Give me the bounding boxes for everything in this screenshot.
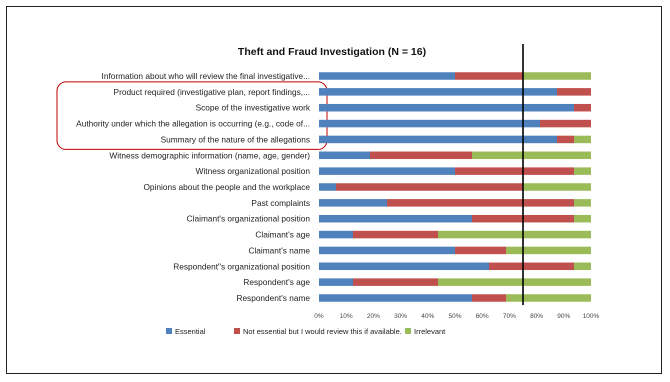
bar-segment-irrelevant bbox=[438, 230, 591, 239]
bar-segment-irrelevant bbox=[574, 199, 591, 207]
bar-segment-not-essential bbox=[557, 88, 591, 96]
category-label: Witness demographic information (name, a… bbox=[109, 150, 310, 160]
bar-segment-not-essential bbox=[557, 135, 574, 144]
x-tick-label: 70% bbox=[503, 313, 516, 320]
bar-segment-essential bbox=[319, 119, 540, 128]
legend-swatch bbox=[405, 328, 411, 334]
legend-label: Essential bbox=[175, 327, 206, 336]
category-label: Authority under which the allegation is … bbox=[76, 119, 310, 129]
bar-segment-not-essential bbox=[336, 183, 523, 191]
category-label: Respondent's age bbox=[243, 277, 310, 287]
bar-segment-irrelevant bbox=[574, 135, 591, 144]
bar-segment-essential bbox=[319, 72, 455, 80]
bar-segment-not-essential bbox=[489, 262, 574, 271]
bar-segment-essential bbox=[319, 278, 353, 286]
bar-segment-essential bbox=[319, 246, 455, 255]
bar-segment-not-essential bbox=[574, 103, 591, 112]
legend-swatch bbox=[166, 328, 172, 334]
bar-segment-irrelevant bbox=[523, 72, 591, 80]
category-label: Witness organizational position bbox=[196, 166, 311, 176]
bar-segment-essential bbox=[319, 151, 370, 160]
bar-segment-irrelevant bbox=[574, 167, 591, 175]
x-tick-label: 40% bbox=[421, 313, 434, 320]
category-label: Claimant's organizational position bbox=[187, 214, 311, 224]
x-tick-label: 50% bbox=[448, 313, 461, 320]
bar-segment-not-essential bbox=[353, 278, 438, 286]
category-label: Past complaints bbox=[251, 198, 310, 208]
x-tick-label: 0% bbox=[314, 313, 324, 320]
chart-title: Theft and Fraud Investigation (N = 16) bbox=[238, 46, 426, 58]
category-label: Information about who will review the fi… bbox=[102, 71, 310, 81]
x-tick-label: 90% bbox=[557, 313, 570, 320]
x-tick-label: 80% bbox=[530, 313, 543, 320]
bar-segment-not-essential bbox=[353, 230, 438, 239]
category-label: Claimant's age bbox=[255, 230, 310, 240]
bar-segment-essential bbox=[319, 167, 455, 175]
category-label: Opinions about the people and the workpl… bbox=[143, 182, 310, 192]
category-label: Scope of the investigative work bbox=[196, 103, 311, 113]
x-tick-label: 10% bbox=[340, 313, 353, 320]
category-label: Claimant's name bbox=[248, 245, 310, 255]
legend-label: Not essential but I would review this if… bbox=[243, 327, 402, 336]
x-tick-label: 60% bbox=[476, 313, 489, 320]
bar-segment-essential bbox=[319, 88, 557, 96]
x-tick-label: 30% bbox=[394, 313, 407, 320]
bar-segment-not-essential bbox=[472, 294, 506, 302]
bar-segment-not-essential bbox=[455, 167, 574, 175]
legend-swatch bbox=[234, 328, 240, 334]
bar-segment-irrelevant bbox=[523, 183, 591, 191]
category-label: Summary of the nature of the allegations bbox=[161, 134, 310, 144]
bar-segment-irrelevant bbox=[574, 214, 591, 223]
bar-segment-irrelevant bbox=[438, 278, 591, 286]
bar-segment-irrelevant bbox=[574, 262, 591, 271]
bar-segment-irrelevant bbox=[506, 294, 591, 302]
bar-segment-not-essential bbox=[370, 151, 472, 160]
bar-segment-irrelevant bbox=[472, 151, 591, 160]
bar-segment-essential bbox=[319, 214, 472, 223]
x-tick-label: 20% bbox=[367, 313, 380, 320]
bar-segment-essential bbox=[319, 294, 472, 302]
bar-segment-essential bbox=[319, 199, 387, 207]
bar-segment-essential bbox=[319, 262, 489, 271]
category-label: Respondent"s organizational position bbox=[173, 261, 310, 271]
bar-segment-essential bbox=[319, 135, 557, 144]
bar-segment-irrelevant bbox=[506, 246, 591, 255]
x-tick-label: 100% bbox=[583, 313, 600, 320]
category-label: Product required (investigative plan, re… bbox=[114, 87, 310, 97]
legend-label: Irrelevant bbox=[414, 327, 446, 336]
bar-segment-not-essential bbox=[455, 72, 523, 80]
bar-segment-essential bbox=[319, 103, 574, 112]
bar-segment-essential bbox=[319, 230, 353, 239]
bar-segment-essential bbox=[319, 183, 336, 191]
highlight-box bbox=[56, 81, 328, 150]
bar-segment-not-essential bbox=[387, 199, 574, 207]
category-label: Respondent's name bbox=[236, 293, 310, 303]
bar-segment-not-essential bbox=[455, 246, 506, 255]
bar-segment-not-essential bbox=[540, 119, 591, 128]
